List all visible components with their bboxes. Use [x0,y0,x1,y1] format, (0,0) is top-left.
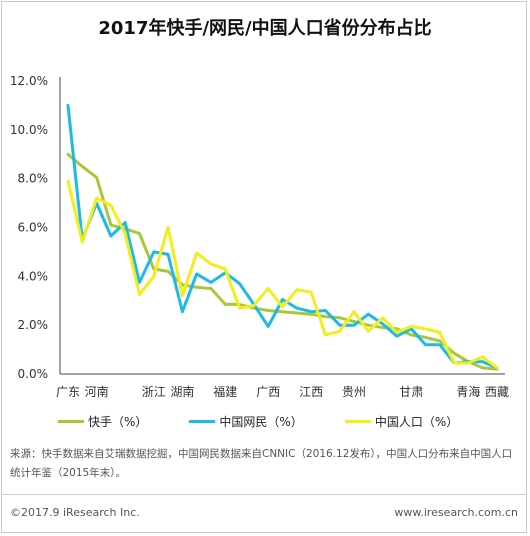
x-tick-label: 贵州 [342,385,366,399]
legend-label: 快手（%） [88,414,148,429]
y-tick-label: 6.0% [18,221,49,235]
x-tick-label: 广西 [256,385,280,399]
x-tick-label: 广东 [56,385,80,399]
legend-label: 中国网民（%） [219,414,303,429]
series-line-1 [66,152,499,371]
y-tick-label: 10.0% [10,123,48,137]
website-text: www.iresearch.com.cn [394,506,518,519]
source-note: 来源：快手数据来自艾瑞数据挖掘，中国网民数据来自CNNIC（2016.12发布）… [10,448,513,479]
line-chart: 0.0% 2.0% 4.0% 6.0% 8.0% 10.0% 12.0% 广东 河南 浙江 湖南 福… [10,74,509,399]
x-tick-label: 江西 [299,385,323,399]
y-tick-label: 12.0% [10,74,48,88]
x-tick-label: 甘肃 [399,385,423,399]
x-tick-label: 浙江 [142,385,166,399]
x-tick-label: 青海 [456,384,480,399]
legend-item-2: 中国网民（%） [189,413,303,430]
x-tick-label: 西藏 [485,385,509,399]
legend-swatch [58,419,84,423]
legend-swatch [344,419,371,423]
copyright-text: ©2017.9 iResearch Inc. [10,506,140,519]
y-tick-label: 2.0% [18,318,49,332]
x-tick-label: 湖南 [170,384,194,399]
series-line-2 [66,103,499,370]
x-tick-label: 河南 [85,384,109,399]
y-tick-label: 8.0% [18,172,49,186]
legend-label: 中国人口（%） [374,414,459,429]
y-tick-label: 4.0% [18,269,49,283]
chart-legend: 快手（%） 中国网民（%） 中国人口（%） [58,412,500,430]
legend-item-1: 快手（%） [58,413,147,430]
x-tick-label: 福建 [213,384,237,399]
y-tick-label: 0.0% [18,367,49,381]
series-line-3 [66,179,499,370]
legend-item-3: 中国人口（%） [344,413,459,430]
footer-divider [1,494,527,495]
legend-swatch [189,419,216,423]
chart-title: 2017年快手/网民/中国人口省份分布占比 [98,18,432,39]
